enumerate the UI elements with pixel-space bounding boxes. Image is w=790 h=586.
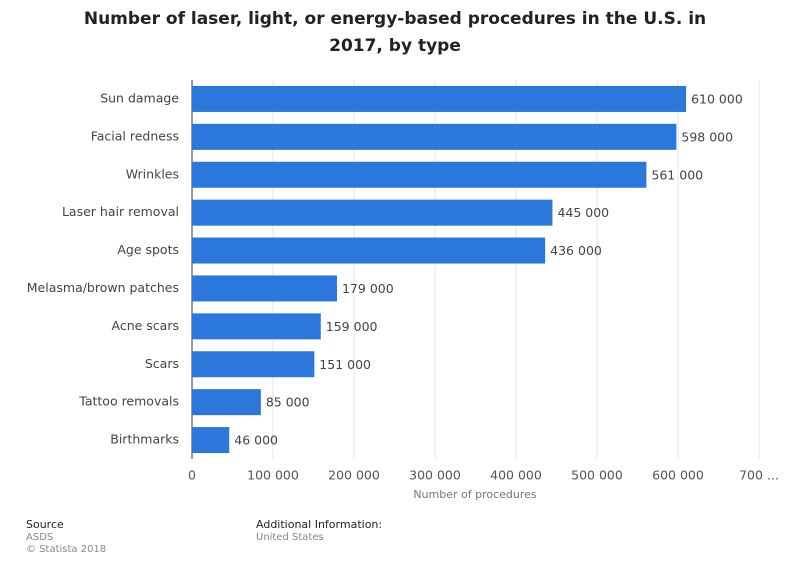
- y-tick-label: Birthmarks: [110, 432, 179, 447]
- source: ASDS: [26, 532, 54, 543]
- y-tick-label: Facial redness: [91, 128, 179, 143]
- source-label: Source: [26, 518, 64, 531]
- value-label: 46 000: [234, 433, 278, 448]
- bar: [192, 199, 553, 226]
- bar: [192, 275, 337, 302]
- x-tick-label: 600 000: [652, 468, 704, 483]
- info: United States: [256, 532, 324, 543]
- y-tick-label: Tattoo removals: [78, 394, 179, 409]
- value-label: 85 000: [266, 395, 310, 410]
- value-label: 598 000: [681, 129, 733, 144]
- x-tick-label: 300 000: [409, 468, 461, 483]
- value-label: 436 000: [550, 243, 602, 258]
- bar: [192, 123, 677, 150]
- value-label: 179 000: [342, 281, 394, 296]
- x-tick-label: 100 000: [247, 468, 299, 483]
- y-tick-label: Wrinkles: [126, 166, 179, 181]
- y-tick-label: Age spots: [117, 242, 179, 257]
- x-axis-label: Number of procedures: [413, 488, 537, 501]
- bar: [192, 161, 647, 188]
- bar: [192, 85, 687, 112]
- chart-title: Number of laser, light, or energy-based …: [83, 9, 707, 56]
- x-tick-label: 200 000: [328, 468, 380, 483]
- bar: [192, 237, 546, 264]
- y-tick-label: Acne scars: [112, 318, 180, 333]
- bar: [192, 313, 321, 340]
- bar: [192, 351, 315, 378]
- x-tick-label: 500 000: [571, 468, 623, 483]
- bar: [192, 389, 261, 416]
- x-tick-label: 400 000: [490, 468, 542, 483]
- value-label: 445 000: [557, 205, 609, 220]
- y-tick-label: Scars: [145, 356, 179, 371]
- value-label: 610 000: [691, 91, 743, 106]
- value-label: 159 000: [326, 319, 378, 334]
- value-label: 151 000: [319, 357, 371, 372]
- info-label: Additional Information:: [256, 518, 383, 531]
- bar: [192, 427, 230, 454]
- y-tick-label: Laser hair removal: [62, 204, 179, 219]
- copyright: © Statista 2018: [26, 544, 107, 555]
- x-tick-label: 0: [188, 468, 196, 483]
- y-tick-label: Sun damage: [100, 90, 179, 105]
- x-tick-label: 700 ...: [739, 468, 779, 483]
- value-label: 561 000: [651, 167, 703, 182]
- y-tick-label: Melasma/brown patches: [27, 280, 179, 295]
